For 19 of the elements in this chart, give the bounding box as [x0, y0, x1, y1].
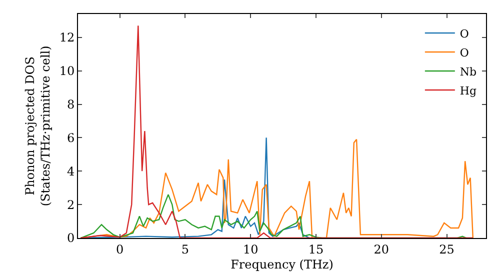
- legend-label: O: [460, 27, 469, 40]
- legend-label: Hg: [460, 84, 477, 98]
- y-tick-label: 6: [66, 130, 75, 145]
- y-tick-label: 2: [66, 198, 75, 212]
- y-tick-label: 8: [66, 97, 75, 112]
- x-tick-label: 15: [308, 242, 324, 256]
- x-tick-label: 5: [181, 242, 190, 256]
- x-tick-label: 25: [439, 242, 454, 256]
- legend-label: Nb: [460, 65, 477, 78]
- x-tick-label: 20: [374, 242, 390, 256]
- x-axis-title: Frequency (THz): [230, 257, 334, 272]
- legend-label: O: [460, 46, 469, 60]
- y-tick-label: 0: [66, 231, 75, 246]
- y-tick-label: 10: [59, 64, 75, 78]
- y-axis-title: Phonon projected DOS (States/THz·primitive cell): [23, 46, 53, 206]
- y-tick-label: 4: [66, 164, 75, 178]
- y-tick-label: 12: [59, 30, 75, 45]
- x-tick-label: 0: [116, 242, 124, 256]
- x-tick-label: 10: [242, 242, 258, 256]
